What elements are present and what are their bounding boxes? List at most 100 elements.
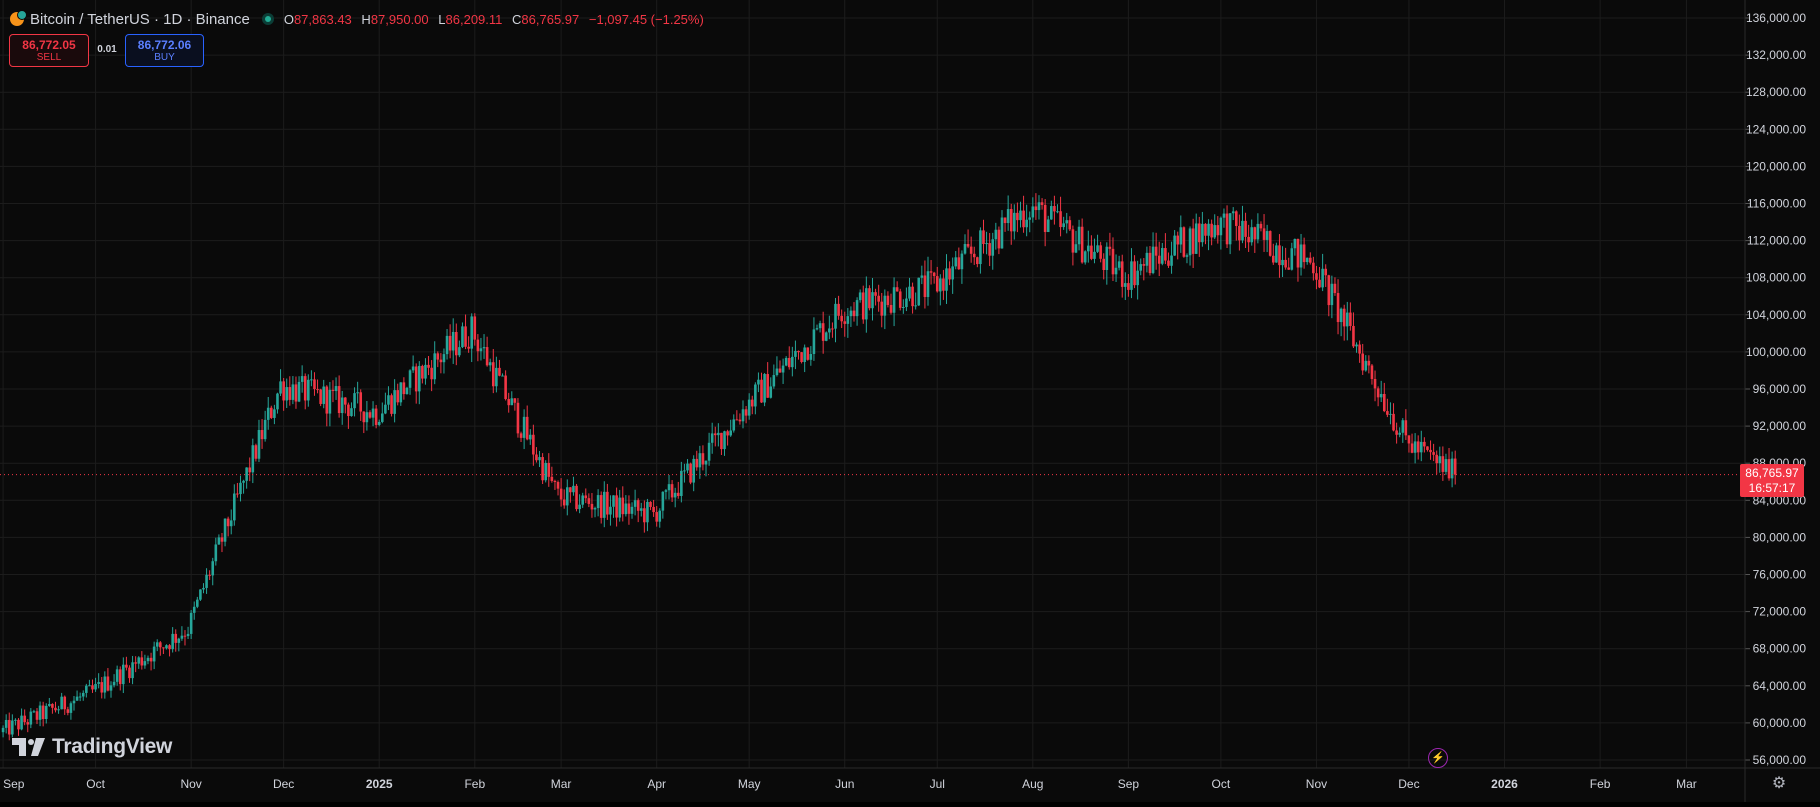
candle-body [165, 645, 168, 648]
x-tick-label: Oct [1212, 777, 1231, 791]
buy-button[interactable]: 86,772.06 BUY [125, 34, 204, 67]
candle-body [1143, 264, 1146, 266]
candle-body [1176, 236, 1179, 245]
candle-body [51, 704, 54, 708]
candle-body [20, 716, 23, 730]
candle-body [1318, 280, 1321, 288]
candle-body [578, 505, 581, 509]
candle-body [289, 387, 292, 400]
candle-body [82, 693, 85, 697]
candle-body [510, 398, 513, 405]
candle-body [779, 369, 782, 373]
candle-body [1189, 228, 1192, 255]
quantity-value[interactable]: 0.01 [90, 44, 124, 55]
candle-body [436, 353, 439, 359]
tradingview-logo[interactable]: TradingView [12, 735, 172, 759]
candle-body [248, 467, 251, 472]
candle-body [1032, 206, 1035, 217]
candle-body [1294, 239, 1297, 248]
candle-body [1001, 218, 1004, 249]
candle-body [683, 470, 686, 471]
candle-body [1130, 261, 1133, 290]
candle-body [1327, 275, 1330, 305]
candle-body [791, 357, 794, 367]
candle-body [591, 504, 594, 510]
candle-body [1016, 213, 1019, 220]
symbol-header[interactable]: Bitcoin / TetherUS · 1D · Binance O87,86… [10, 9, 710, 29]
candle-body [467, 347, 470, 349]
candle-body [85, 686, 88, 693]
lightning-icon[interactable]: ⚡ [1428, 748, 1448, 768]
candle-body [699, 453, 702, 467]
candle-body [1312, 263, 1315, 274]
candle-body [541, 457, 544, 480]
symbol-title[interactable]: Bitcoin / TetherUS · 1D · Binance [30, 11, 250, 28]
y-tick-label: 116,000.00 [1747, 197, 1806, 211]
candle-body [1152, 247, 1155, 273]
candle-body [517, 403, 520, 434]
candle-body [1204, 224, 1207, 236]
candle-body [30, 712, 33, 725]
candle-body [859, 292, 862, 300]
candle-body [1290, 248, 1293, 269]
x-tick-label: Mar [551, 777, 572, 791]
candle-body [11, 721, 14, 735]
candle-body [134, 662, 137, 663]
candle-body [628, 504, 631, 514]
candle-body [1343, 309, 1346, 327]
gear-icon[interactable]: ⚙ [1770, 775, 1788, 793]
candle-body [1238, 226, 1241, 240]
candle-body [924, 275, 927, 297]
candle-body [205, 575, 208, 588]
candle-body [1220, 218, 1223, 236]
candle-body [1352, 326, 1355, 346]
candle-body [1432, 452, 1435, 455]
candle-body [921, 275, 924, 277]
candle-body [304, 376, 307, 400]
candle-body [739, 420, 742, 422]
candle-body [1389, 414, 1392, 415]
candle-body [985, 243, 988, 244]
candle-body [813, 329, 816, 354]
candle-body [94, 684, 97, 689]
candle-body [455, 332, 458, 355]
candle-body [107, 676, 110, 690]
candle-body [708, 443, 711, 461]
candle-body [1272, 256, 1275, 263]
candle-body [39, 706, 42, 720]
candle-body [141, 657, 144, 665]
last-price-value: 86,765.97 [1740, 466, 1804, 481]
candle-body [877, 296, 880, 302]
candle-body [489, 362, 492, 365]
candle-body [1010, 209, 1013, 231]
x-tick-label: Jun [835, 777, 854, 791]
close-value: 86,765.97 [521, 12, 579, 27]
candle-body [1118, 261, 1121, 267]
candle-body [1247, 237, 1250, 242]
candle-body [887, 296, 890, 305]
candle-body [1223, 214, 1226, 218]
candle-body [600, 495, 603, 518]
candle-body [375, 409, 378, 425]
candle-body [1309, 258, 1312, 263]
candle-body [1019, 211, 1022, 221]
candle-body [566, 487, 569, 505]
candle-body [822, 323, 825, 341]
candle-body [1244, 221, 1247, 237]
market-status-icon[interactable] [262, 13, 274, 25]
candle-body [187, 634, 190, 636]
candle-body [646, 502, 649, 522]
y-tick-label: 136,000.00 [1746, 11, 1806, 25]
candle-body [643, 508, 646, 522]
candle-body [390, 395, 393, 414]
candle-body [1078, 227, 1081, 244]
candle-body [1167, 261, 1170, 266]
sell-button[interactable]: 86,772.05 SELL [9, 34, 89, 67]
candle-body [60, 697, 63, 710]
candle-body [1364, 361, 1367, 371]
candle-body [603, 492, 606, 518]
candle-body [526, 417, 529, 440]
candle-body [36, 711, 39, 720]
